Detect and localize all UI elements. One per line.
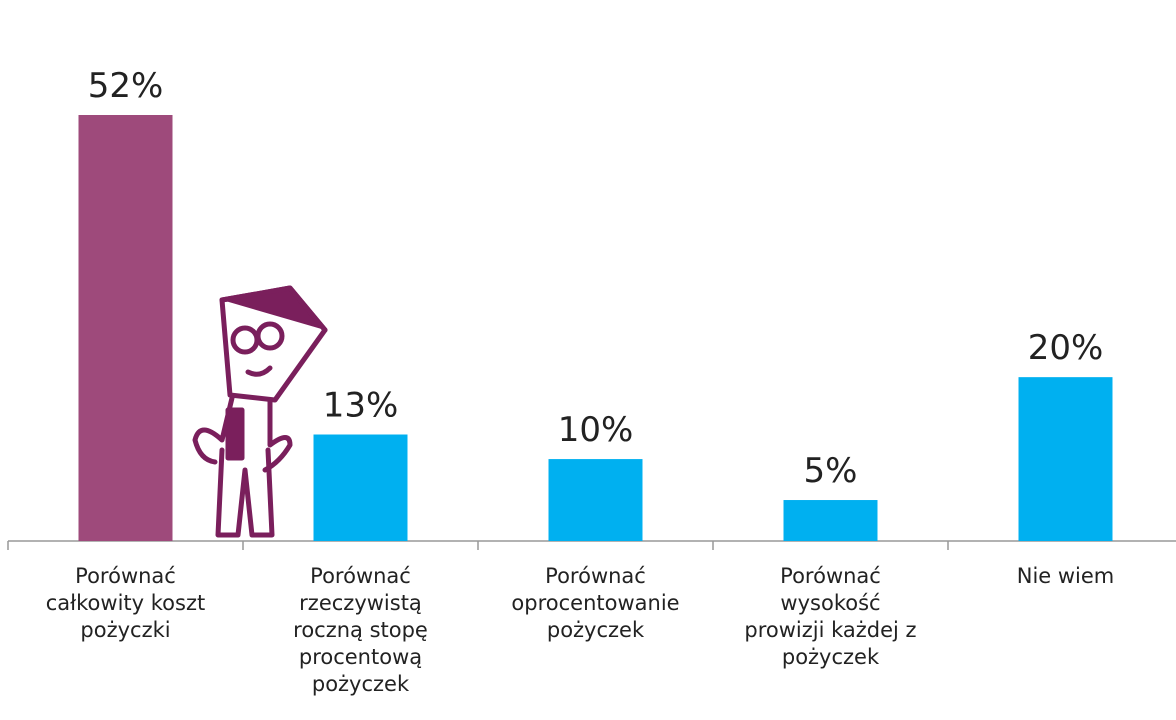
category-label: Porównać rzeczywistą roczną stopę procen…: [293, 564, 428, 696]
value-label: 13%: [323, 386, 399, 426]
bar: [313, 434, 408, 541]
category-label: Nie wiem: [1016, 564, 1115, 588]
value-label: 10%: [558, 410, 634, 450]
category-label: Porównać oprocentowanie pożyczek: [511, 564, 680, 642]
bar: [1018, 377, 1113, 541]
category-label: Porównać całkowity koszt pożyczki: [45, 564, 206, 642]
value-label: 20%: [1028, 328, 1104, 368]
category-label: Porównać wysokość prowizji każdej z poży…: [744, 564, 917, 669]
cartoon-figure: [192, 285, 328, 538]
value-label: 5%: [804, 451, 858, 491]
value-label: 52%: [88, 66, 164, 106]
bar: [783, 500, 878, 541]
bar: [78, 115, 173, 541]
bar: [548, 459, 643, 541]
